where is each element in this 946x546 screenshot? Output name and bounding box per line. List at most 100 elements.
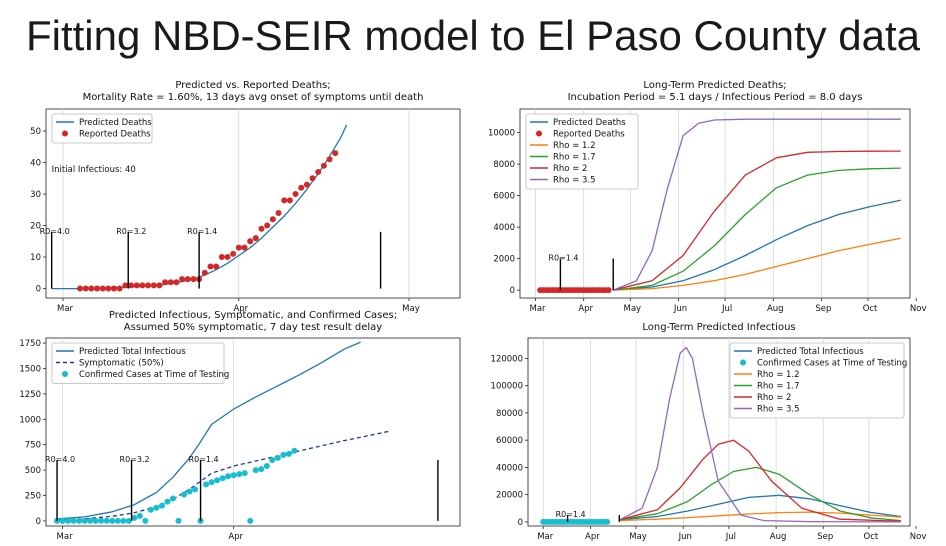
legend-marker [62,130,68,137]
chart-predicted-infectious-symptomatic-confirmed: Predicted Infectious, Symptomatic, and C… [19,310,461,542]
series-confirmed-cases-at-time-of-testing-point [208,479,215,486]
plot-area [51,124,348,292]
series-reported-deaths-point [88,285,95,292]
x-tick-label: May [629,532,647,542]
series-reported-deaths-point [241,244,248,251]
y-tick-label: 40000 [496,463,523,473]
series-confirmed-cases-at-time-of-testing-point [269,456,276,463]
plot-frame [527,337,911,527]
x-tick-label: Nov [910,532,927,542]
x-tick-label: Oct [863,304,878,314]
chart-annotation: Initial Infectious: 40 [52,165,136,175]
series-reported-deaths-point [94,285,101,292]
legend-label: Reported Deaths [79,130,151,140]
series-reported-deaths-point [116,285,123,292]
series-confirmed-cases-at-time-of-testing-point [87,517,94,524]
series-confirmed-cases-at-time-of-testing-point [192,486,199,493]
y-tick-label: 500 [25,466,41,476]
series-reported-deaths-point [111,285,118,292]
x-tick-label: Oct [864,532,879,542]
series-reported-deaths-point [281,197,288,204]
legend-label: Symptomatic (50%) [79,359,164,369]
x-tick-label: Apr [228,532,243,542]
legend-label: Rho = 1.7 [553,153,596,163]
series-confirmed-cases-at-time-of-testing-point [169,495,176,502]
x-tick-label: Jun [678,532,692,542]
series-reported-deaths-point [190,276,197,283]
legend-label: Rho = 3.5 [757,405,800,415]
legend-marker [740,359,746,366]
series-confirmed-cases-at-time-of-testing-point [214,477,221,484]
series-reported-deaths-point [326,156,333,163]
series-reported-deaths-point [179,276,186,283]
y-tick-label: 250 [25,492,41,502]
series-reported-deaths-point [275,209,282,216]
legend-label: Rho = 2 [553,164,587,174]
chart-long-term-predicted-infectious: Long-Term Predicted Infectious 0 20000 4000… [491,322,927,542]
legend-label: Rho = 2 [757,393,791,403]
legend-marker [536,130,542,137]
legend-label: Reported Deaths [553,130,625,140]
series-reported-deaths-point [252,235,259,242]
x-tick-label: Apr [578,304,593,314]
series-rho-1-7-line [613,167,901,291]
series-confirmed-cases-at-time-of-testing-point [258,466,265,473]
legend-label: Confirmed Cases at Time of Testing [757,359,907,369]
series-confirmed-cases-at-time-of-testing-point [285,450,292,457]
y-tick-label: 4000 [493,223,515,233]
y-tick-label: 0 [36,517,41,527]
legend: Predicted Total Infectious Confirmed Case… [729,342,907,419]
series-rho-2-line [619,439,901,522]
series-reported-deaths-point [332,150,339,157]
legend-label: Rho = 1.7 [757,382,800,392]
series-confirmed-cases-at-time-of-testing-point [92,517,99,524]
series-reported-deaths-point [99,285,106,292]
x-tick-label: Jul [725,532,736,542]
legend-label: Rho = 1.2 [553,141,596,151]
series-reported-deaths-point [258,225,265,232]
series-confirmed-cases-at-time-of-testing-point [197,517,204,524]
series-confirmed-cases-at-time-of-testing-point [263,463,270,470]
series-reported-deaths-point [82,285,89,292]
series-confirmed-cases-at-time-of-testing-point [70,517,77,524]
chart-title: Predicted Infectious, Symptomatic, and C… [109,310,397,321]
plot-frame [45,337,461,527]
y-tick-label: 0 [510,286,515,296]
series-reported-deaths-point [224,254,231,261]
plot-frame [45,108,461,299]
series-reported-deaths-point [167,279,174,286]
y-tick-label: 20000 [496,491,523,501]
series-reported-deaths-point [286,197,293,204]
series-reported-deaths-point [162,279,169,286]
x-tick-label: May [402,304,420,314]
series-rho-3-5-line [619,346,901,523]
series-confirmed-cases-at-time-of-testing-point [241,470,248,477]
y-tick-label: 6000 [493,192,515,202]
series-confirmed-cases-at-time-of-testing-point [114,517,121,524]
x-tick-label: Apr [585,532,600,542]
series-confirmed-cases-at-time-of-testing-point [76,517,83,524]
series-confirmed-cases-at-time-of-testing-point [153,504,160,511]
series-confirmed-cases-at-time-of-testing-point [109,517,116,524]
legend-box [525,113,639,190]
legend: Predicted Total Infectious Symptomatic (5… [51,342,229,384]
y-tick-label: 120000 [491,354,523,364]
r0-marker-label: R0=4.0 [45,455,75,464]
chart-title: Long-Term Predicted Infectious [642,322,795,333]
y-tick-label: 10000 [488,129,515,139]
y-tick-label: 0 [518,518,523,528]
x-tick-label: Mar [530,304,547,314]
series-confirmed-cases-at-time-of-testing-point [103,517,110,524]
series-reported-deaths-point [201,269,208,276]
series-reported-deaths-point [605,287,612,294]
plot-area [540,346,901,525]
y-tick-label: 1000 [19,415,41,425]
series-confirmed-cases-at-time-of-testing-point [230,472,237,479]
series-confirmed-cases-at-time-of-testing-point [291,447,298,454]
legend-box [729,342,905,419]
y-tick-label: 50 [30,127,41,137]
r0-marker-label: R0=1.4 [187,227,217,236]
series-reported-deaths-point [122,282,129,289]
series-reported-deaths-point [247,238,254,245]
series-reported-deaths-point [145,282,152,289]
